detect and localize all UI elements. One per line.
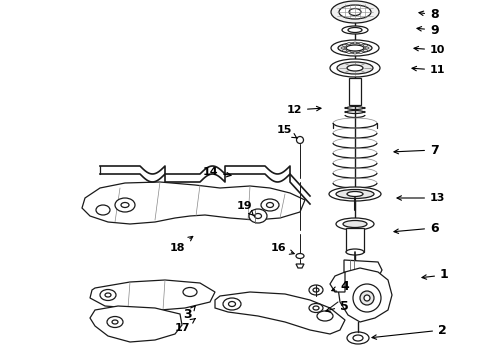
Ellipse shape: [254, 213, 262, 219]
Ellipse shape: [309, 303, 323, 312]
Ellipse shape: [347, 51, 351, 53]
Text: 11: 11: [412, 65, 445, 75]
Polygon shape: [90, 306, 182, 342]
Ellipse shape: [347, 332, 369, 344]
Ellipse shape: [347, 65, 363, 71]
Text: 13: 13: [397, 193, 445, 203]
Ellipse shape: [331, 1, 379, 23]
Ellipse shape: [339, 5, 371, 19]
Polygon shape: [338, 268, 392, 322]
Ellipse shape: [228, 302, 236, 306]
Ellipse shape: [353, 52, 357, 54]
Ellipse shape: [249, 209, 267, 223]
Ellipse shape: [267, 202, 273, 207]
Ellipse shape: [359, 51, 363, 53]
Text: 4: 4: [332, 279, 349, 292]
Ellipse shape: [112, 320, 118, 324]
Polygon shape: [346, 228, 364, 252]
Text: 18: 18: [170, 237, 193, 253]
Ellipse shape: [96, 205, 110, 215]
Text: 2: 2: [372, 324, 447, 339]
Ellipse shape: [353, 335, 363, 341]
Ellipse shape: [329, 187, 381, 201]
Ellipse shape: [347, 43, 351, 45]
Ellipse shape: [309, 285, 323, 295]
Ellipse shape: [223, 298, 241, 310]
Ellipse shape: [346, 45, 364, 51]
Polygon shape: [296, 264, 304, 268]
Ellipse shape: [331, 40, 379, 56]
Ellipse shape: [338, 43, 372, 53]
Text: 16: 16: [270, 243, 294, 254]
Ellipse shape: [365, 47, 369, 49]
Text: 5: 5: [326, 300, 349, 312]
Ellipse shape: [347, 192, 363, 197]
Ellipse shape: [105, 293, 111, 297]
Ellipse shape: [348, 27, 362, 32]
Ellipse shape: [349, 9, 361, 15]
Polygon shape: [330, 272, 345, 292]
Ellipse shape: [343, 220, 367, 228]
Ellipse shape: [364, 295, 370, 301]
Ellipse shape: [313, 288, 319, 292]
Text: 1: 1: [422, 269, 449, 282]
Polygon shape: [90, 280, 215, 310]
Text: 3: 3: [183, 306, 195, 321]
Text: 10: 10: [414, 45, 445, 55]
Ellipse shape: [296, 136, 303, 144]
Text: 19: 19: [236, 201, 254, 216]
Polygon shape: [349, 78, 361, 105]
Ellipse shape: [313, 306, 319, 310]
Ellipse shape: [341, 47, 345, 49]
Text: 17: 17: [174, 319, 195, 333]
Ellipse shape: [100, 289, 116, 301]
Ellipse shape: [359, 43, 363, 45]
Text: 8: 8: [419, 9, 439, 22]
Ellipse shape: [121, 202, 129, 207]
Ellipse shape: [364, 45, 368, 46]
Ellipse shape: [115, 198, 135, 212]
Ellipse shape: [261, 199, 279, 211]
Text: 9: 9: [417, 23, 439, 36]
Text: 7: 7: [394, 144, 439, 157]
Ellipse shape: [343, 49, 346, 51]
Ellipse shape: [346, 249, 364, 255]
Ellipse shape: [353, 284, 381, 312]
Ellipse shape: [337, 62, 373, 74]
Ellipse shape: [183, 288, 197, 297]
Ellipse shape: [317, 311, 333, 321]
Polygon shape: [82, 182, 305, 224]
Ellipse shape: [364, 49, 368, 51]
Ellipse shape: [343, 45, 346, 46]
Ellipse shape: [336, 218, 374, 230]
Polygon shape: [344, 260, 382, 278]
Text: 14: 14: [202, 167, 231, 177]
Polygon shape: [215, 292, 345, 334]
Ellipse shape: [360, 291, 374, 305]
Ellipse shape: [353, 42, 357, 44]
Ellipse shape: [107, 316, 123, 328]
Text: 15: 15: [277, 125, 297, 138]
Ellipse shape: [296, 253, 304, 258]
Text: 12: 12: [287, 105, 321, 115]
Text: 6: 6: [394, 221, 439, 234]
Ellipse shape: [342, 26, 368, 34]
Ellipse shape: [336, 189, 374, 198]
Ellipse shape: [330, 59, 380, 77]
